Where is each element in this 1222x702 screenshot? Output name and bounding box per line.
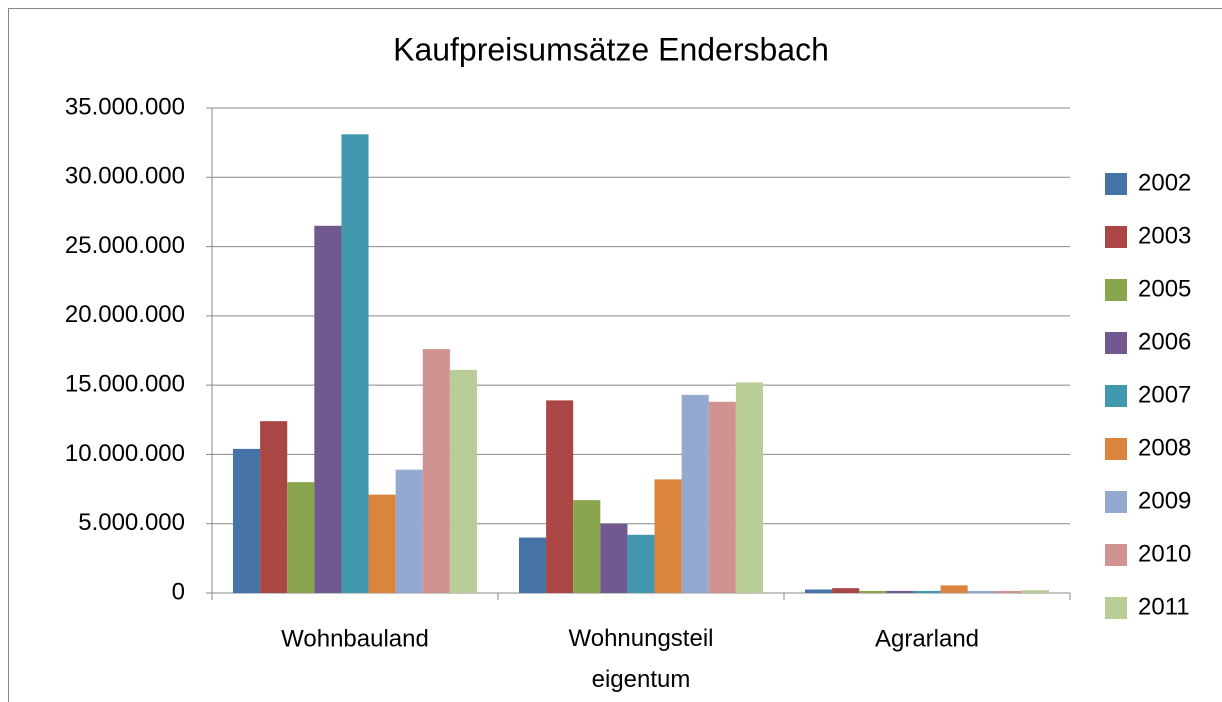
bar	[967, 590, 995, 593]
bar	[913, 590, 941, 593]
bar	[368, 494, 396, 593]
x-tick-label: Wohnungsteil eigentum	[569, 625, 714, 693]
bar	[940, 585, 968, 593]
y-tick-label: 25.000.000	[65, 232, 185, 259]
y-tick-label: 10.000.000	[65, 440, 185, 467]
legend-label: 2007	[1138, 381, 1191, 408]
legend-label: 2009	[1138, 487, 1191, 514]
bar	[287, 482, 315, 593]
legend-swatch	[1105, 597, 1127, 619]
bar	[832, 588, 860, 593]
legend-label: 2008	[1138, 434, 1191, 461]
x-tick-label: Wohnbauland	[281, 625, 429, 652]
bar	[449, 369, 477, 593]
bar	[886, 590, 914, 593]
legend-label: 2005	[1138, 275, 1191, 302]
legend-swatch	[1105, 332, 1127, 354]
legend-swatch	[1105, 544, 1127, 566]
bar	[859, 590, 887, 593]
legend-swatch	[1105, 438, 1127, 460]
bar	[1021, 590, 1049, 593]
bar	[600, 523, 628, 593]
legend-swatch	[1105, 226, 1127, 248]
legend-swatch	[1105, 173, 1127, 195]
legend-swatch	[1105, 491, 1127, 513]
bar	[341, 134, 369, 594]
bar	[805, 589, 833, 593]
legend-label: 2003	[1138, 222, 1191, 249]
bar	[654, 479, 682, 593]
bar	[395, 469, 423, 593]
chart-frame	[8, 8, 1222, 702]
bar	[546, 400, 574, 593]
y-tick-label: 15.000.000	[65, 370, 185, 397]
y-tick-label: 5.000.000	[78, 509, 185, 536]
legend-label: 2010	[1138, 540, 1191, 567]
bar	[519, 537, 547, 593]
bar	[233, 448, 261, 593]
bar	[260, 421, 288, 593]
bar	[422, 349, 450, 593]
bar	[994, 590, 1022, 593]
y-tick-label: 20.000.000	[65, 301, 185, 328]
y-tick-label: 35.000.000	[65, 93, 185, 120]
bar	[735, 382, 763, 593]
bar	[681, 394, 709, 593]
legend-label: 2011	[1138, 593, 1190, 620]
y-tick-label: 30.000.000	[65, 163, 185, 190]
y-tick-label: 0	[172, 578, 185, 605]
legend-label: 2002	[1138, 169, 1191, 196]
legend-swatch	[1105, 385, 1127, 407]
bar	[573, 500, 601, 593]
bar	[708, 401, 736, 593]
bar	[627, 534, 655, 593]
legend-swatch	[1105, 279, 1127, 301]
legend-label: 2006	[1138, 328, 1191, 355]
bar	[314, 225, 342, 594]
x-tick-label: Agrarland	[875, 625, 979, 652]
chart-title: Kaufpreisumsätze Endersbach	[393, 31, 829, 67]
